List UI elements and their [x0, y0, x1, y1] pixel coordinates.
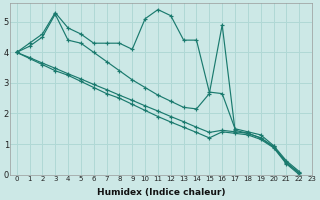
X-axis label: Humidex (Indice chaleur): Humidex (Indice chaleur): [97, 188, 225, 197]
